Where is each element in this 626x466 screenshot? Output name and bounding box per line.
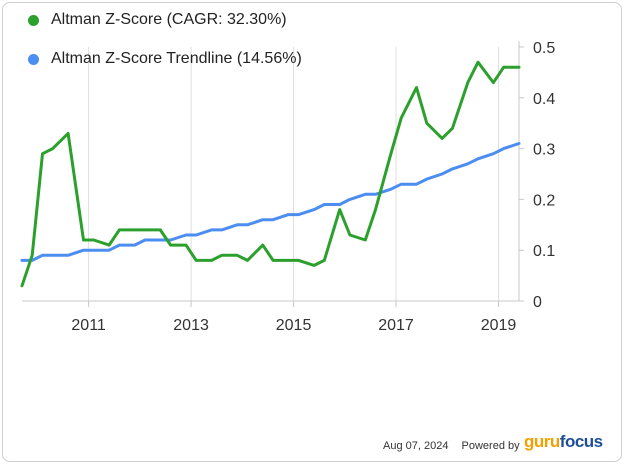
- chart-footer: Aug 07, 2024 Powered by: [383, 440, 520, 452]
- chart-legend: Altman Z-Score (CAGR: 32.30%) Altman Z-S…: [28, 10, 302, 88]
- legend-marker-zscore: [28, 14, 39, 26]
- y-tick-label: 0.1: [533, 243, 555, 260]
- legend-marker-trendline: [28, 53, 39, 65]
- footer-powered-by: Powered by: [461, 440, 520, 452]
- logo-part-guru: guru: [524, 432, 560, 451]
- legend-label-zscore: Altman Z-Score (CAGR: 32.30%): [51, 11, 287, 28]
- logo-part-focus: focus: [559, 432, 603, 451]
- legend-item-zscore[interactable]: Altman Z-Score (CAGR: 32.30%): [28, 10, 302, 30]
- x-tick-label: 2011: [71, 317, 106, 334]
- series-line-zscore: [20, 60, 521, 288]
- y-tick-label: 0.2: [533, 192, 555, 209]
- series-line-trendline: [20, 142, 521, 262]
- x-tick-label: 2015: [276, 317, 312, 334]
- y-tick-label: 0: [533, 294, 542, 311]
- legend-label-trendline: Altman Z-Score Trendline (14.56%): [51, 50, 302, 67]
- y-tick-label: 0.5: [533, 40, 555, 57]
- x-tick-label: 2017: [378, 317, 414, 334]
- legend-item-trendline[interactable]: Altman Z-Score Trendline (14.56%): [28, 49, 302, 69]
- x-tick-label: 2019: [481, 317, 517, 334]
- footer-date: Aug 07, 2024: [383, 440, 449, 452]
- y-tick-label: 0.4: [533, 91, 555, 108]
- y-tick-label: 0.3: [533, 142, 555, 159]
- gurufocus-logo[interactable]: gurufocus: [524, 432, 603, 452]
- x-tick-label: 2013: [173, 317, 209, 334]
